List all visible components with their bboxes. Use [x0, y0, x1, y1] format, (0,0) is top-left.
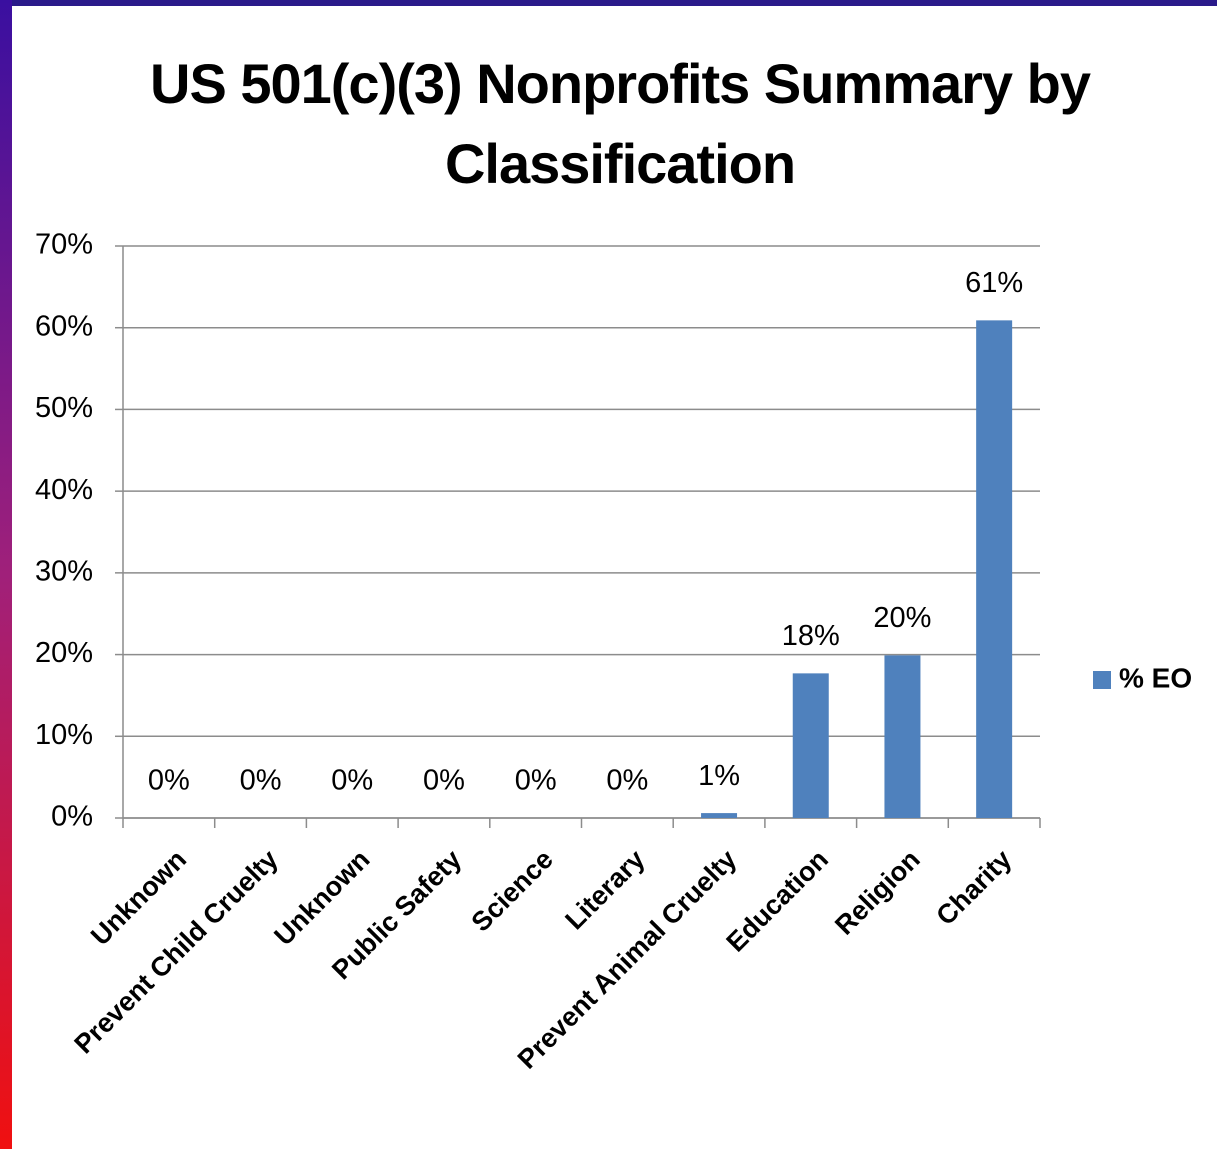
value-label: 0% [240, 765, 282, 797]
y-tick-label: 20% [35, 637, 93, 669]
value-label: 1% [698, 760, 740, 792]
y-tick-label: 30% [35, 556, 93, 588]
bar [976, 320, 1013, 818]
frame-border [0, 0, 1217, 6]
value-label: 0% [606, 765, 648, 797]
legend-label: % EO [1119, 662, 1192, 693]
value-label: 0% [331, 765, 373, 797]
y-tick-label: 50% [35, 392, 93, 424]
y-tick-label: 10% [35, 719, 93, 751]
value-label: 0% [423, 765, 465, 797]
y-tick-label: 0% [51, 801, 93, 833]
legend-swatch [1093, 671, 1111, 689]
value-label: 18% [782, 620, 840, 652]
bar [792, 673, 829, 818]
bar [701, 813, 738, 818]
x-tick-label: Literary [559, 844, 650, 935]
x-tick-label: Science [466, 844, 559, 937]
value-label: 20% [873, 602, 931, 634]
value-label: 0% [515, 765, 557, 797]
y-tick-label: 60% [35, 310, 93, 342]
chart-title: US 501(c)(3) Nonprofits Summary by Class… [150, 52, 1091, 195]
bar [884, 655, 921, 818]
value-label: 0% [148, 765, 190, 797]
value-label: 61% [965, 267, 1023, 299]
x-tick-label: Charity [930, 844, 1017, 931]
x-tick-label: Religion [829, 844, 926, 941]
y-tick-label: 40% [35, 474, 93, 506]
y-tick-label: 70% [35, 229, 93, 261]
frame-border [0, 0, 12, 1149]
